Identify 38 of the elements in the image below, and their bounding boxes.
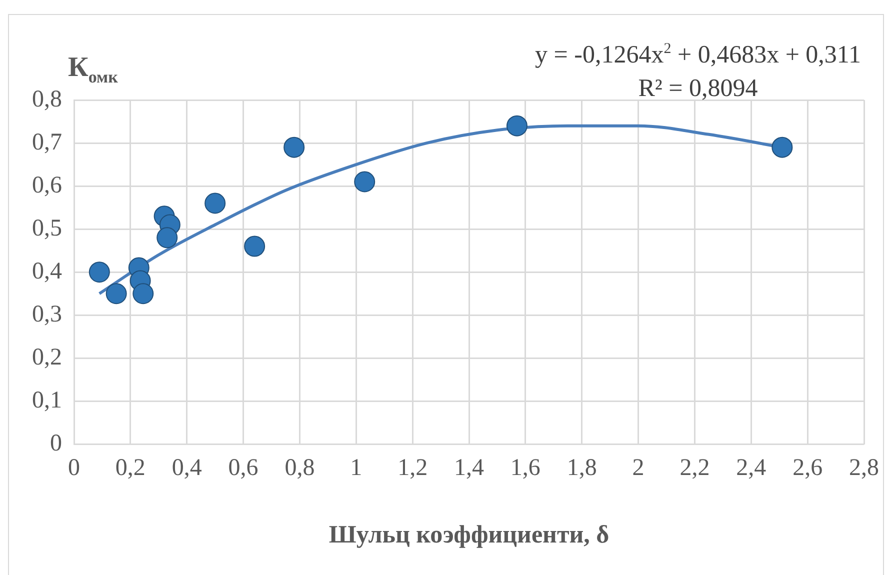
point bbox=[204, 192, 226, 214]
y-axis-title: К$_{омк}$ bbox=[68, 52, 118, 88]
x-tick-label: 0,8 bbox=[284, 454, 315, 481]
x-tick-label: 1,8 bbox=[566, 454, 597, 481]
y-tick-label: 0,7 bbox=[32, 129, 62, 156]
x-tick-label: 0,4 bbox=[172, 454, 202, 481]
x-axis-title: Шульц коэффициенти, δ bbox=[328, 521, 610, 548]
x-tick-label: 1 bbox=[350, 454, 362, 481]
annotation: R² = 0,8094 bbox=[638, 75, 758, 102]
x-tick-label: 2,6 bbox=[792, 454, 823, 481]
y-tick-label: 0,3 bbox=[32, 301, 62, 328]
x-tick-label: 2,8 bbox=[849, 454, 879, 481]
point bbox=[132, 283, 154, 304]
point bbox=[506, 115, 528, 136]
x-tick-label: 1,6 bbox=[510, 454, 540, 481]
point bbox=[284, 136, 305, 158]
x-tick-label: 0,2 bbox=[115, 454, 146, 481]
point bbox=[354, 171, 376, 192]
y-tick-label: 0 bbox=[50, 430, 62, 456]
y-tick-label: 0,4 bbox=[32, 258, 62, 284]
x-tick-label: 2,4 bbox=[736, 454, 766, 481]
x-tick-label: 1,2 bbox=[398, 454, 428, 481]
y-tick-label: 0,6 bbox=[32, 172, 62, 198]
point bbox=[156, 227, 178, 248]
x-tick-label: 2,2 bbox=[680, 454, 710, 481]
x-tick-label: 1,4 bbox=[454, 454, 484, 481]
text: y = -0,1264x$^{2}$ + 0,4683x + 0,311 bbox=[535, 41, 861, 68]
point bbox=[106, 283, 127, 304]
point bbox=[88, 262, 110, 283]
y-tick-label: 0,8 bbox=[32, 86, 62, 112]
y-tick-label: 0,2 bbox=[32, 344, 62, 370]
y-tick-label: 0,1 bbox=[32, 387, 62, 414]
x-tick-label: 0,6 bbox=[228, 454, 258, 481]
point bbox=[244, 236, 266, 257]
x-tick-label: 2 bbox=[632, 454, 644, 481]
y-tick-label: 0,5 bbox=[32, 215, 62, 242]
point bbox=[772, 136, 793, 158]
x-tick-label: 0 bbox=[68, 454, 80, 481]
